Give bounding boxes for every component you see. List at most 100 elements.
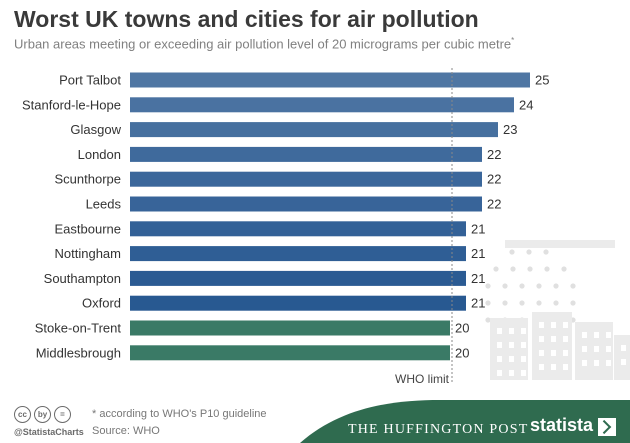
bar: [130, 72, 530, 88]
skyline-window: [621, 345, 626, 351]
skyline-window: [539, 364, 544, 370]
skyline-dot: [570, 300, 576, 306]
value-label: 25: [535, 73, 549, 88]
skyline-dot: [561, 266, 567, 272]
skyline-window: [551, 322, 556, 328]
skyline-dot: [570, 283, 576, 289]
subtitle-text: Urban areas meeting or exceeding air pol…: [14, 36, 512, 52]
skyline-window: [497, 342, 502, 348]
category-labels: Port Talbot Stanford-le-Hope Glasgow London…: [22, 73, 122, 361]
skyline-window: [551, 350, 556, 356]
skyline-dot: [553, 300, 559, 306]
chart-title: Worst UK towns and cities for air pollut…: [14, 6, 479, 32]
footer-band: [300, 400, 630, 443]
bar: [130, 196, 482, 212]
skyline-dot: [543, 249, 549, 255]
source: Source: WHO: [92, 425, 160, 437]
cc-icon: cc: [14, 406, 31, 423]
subtitle-footnote-mark: *: [511, 36, 515, 45]
skyline-building: [614, 335, 630, 380]
bar: [130, 221, 466, 237]
value-label: 22: [487, 172, 501, 187]
equals-icon: =: [54, 406, 71, 423]
skyline-dot: [485, 283, 491, 289]
skyline-window: [606, 346, 611, 352]
category-label: Leeds: [86, 197, 122, 212]
skyline-roof: [505, 240, 615, 248]
bar: [130, 146, 482, 162]
huffington-post-logo: THE HUFFINGTON POST: [348, 422, 529, 437]
category-label: London: [78, 147, 121, 162]
skyline-window: [594, 332, 599, 338]
value-label: 20: [455, 321, 469, 336]
skyline-window: [509, 370, 514, 376]
creative-commons-icons: cc by =: [14, 406, 71, 423]
skyline-window: [551, 336, 556, 342]
skyline-window: [497, 370, 502, 376]
category-label: Glasgow: [70, 122, 121, 137]
skyline-window: [539, 336, 544, 342]
bar: [130, 320, 450, 336]
value-label: 22: [487, 147, 501, 162]
skyline-dot: [519, 300, 525, 306]
category-label: Stoke-on-Trent: [35, 321, 122, 336]
category-label: Scunthorpe: [55, 172, 122, 187]
value-label: 24: [519, 97, 533, 112]
skyline-window: [497, 356, 502, 362]
skyline-window: [539, 322, 544, 328]
skyline-window: [594, 346, 599, 352]
skyline-window: [582, 346, 587, 352]
skyline-window: [497, 328, 502, 334]
skyline-window: [521, 342, 526, 348]
skyline-window: [509, 342, 514, 348]
skyline-window: [509, 356, 514, 362]
bar: [130, 246, 466, 262]
bar: [130, 345, 450, 361]
footnote: * according to WHO's P10 guideline: [92, 408, 267, 420]
reference-line-label: WHO limit: [395, 372, 450, 386]
by-icon: by: [34, 406, 51, 423]
skyline-window: [563, 336, 568, 342]
category-label: Port Talbot: [59, 73, 121, 88]
city-skyline-illustration: [485, 240, 630, 380]
bar: [130, 270, 466, 286]
category-label: Stanford-le-Hope: [22, 97, 121, 112]
skyline-dot: [509, 249, 515, 255]
skyline-window: [621, 359, 626, 365]
skyline-window: [606, 360, 611, 366]
skyline-dot: [526, 249, 532, 255]
skyline-window: [509, 328, 514, 334]
value-label: 20: [455, 345, 469, 360]
skyline-window: [539, 350, 544, 356]
who-limit-line: WHO limit: [395, 68, 453, 386]
category-label: Nottingham: [55, 246, 121, 261]
category-label: Oxford: [82, 296, 121, 311]
skyline-window: [521, 356, 526, 362]
skyline-dot: [519, 283, 525, 289]
skyline-dot: [536, 283, 542, 289]
value-label: 21: [471, 271, 485, 286]
skyline-dot: [536, 300, 542, 306]
skyline-window: [582, 332, 587, 338]
value-label: 21: [471, 246, 485, 261]
skyline-dot: [493, 266, 499, 272]
bar-chart: Port Talbot Stanford-le-Hope Glasgow London…: [22, 68, 630, 386]
category-label: Middlesbrough: [36, 345, 121, 360]
skyline-window: [594, 360, 599, 366]
skyline-window: [521, 328, 526, 334]
chart-subtitle: Urban areas meeting or exceeding air pol…: [14, 36, 514, 51]
skyline-dot: [527, 266, 533, 272]
bar: [130, 295, 466, 311]
skyline-window: [582, 360, 587, 366]
skyline-dot: [485, 300, 491, 306]
category-label: Southampton: [44, 271, 121, 286]
statista-arrow-icon: [598, 418, 616, 436]
value-label: 21: [471, 221, 485, 236]
bar-series: [130, 72, 530, 361]
footer: cc by = @StatistaCharts * according to W…: [0, 398, 630, 443]
skyline-dot: [553, 283, 559, 289]
statista-logo: statista: [530, 415, 594, 435]
bar: [130, 97, 514, 113]
skyline-dot: [485, 317, 491, 323]
